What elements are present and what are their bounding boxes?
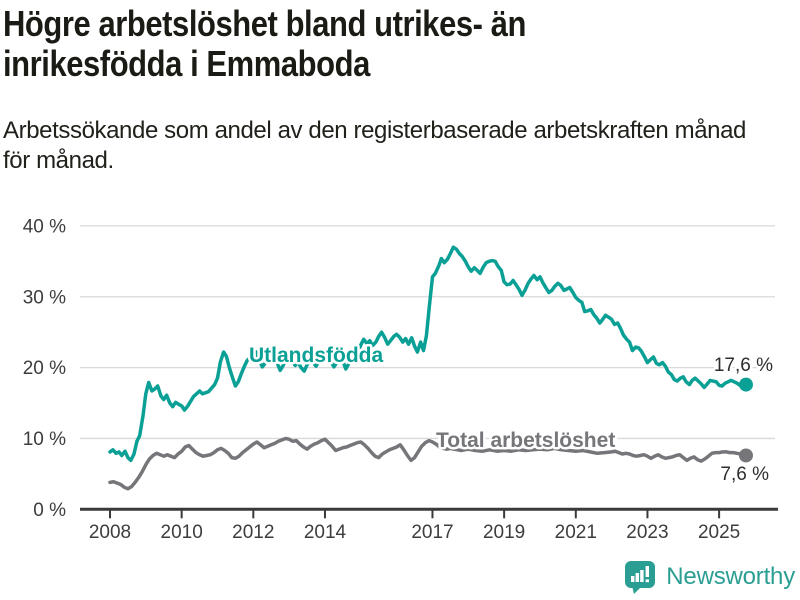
series-line-utlandsfodda: [108, 245, 748, 463]
subtitle-line-2: för månad.: [3, 147, 114, 174]
y-axis-tick-label: 0 %: [33, 500, 66, 521]
x-axis-tick-label: 2019: [483, 522, 525, 543]
x-axis-tick-label: 2008: [89, 522, 131, 543]
newsworthy-logo: Newsworthy: [623, 559, 795, 595]
y-axis-tick-label: 40 %: [23, 216, 66, 237]
series-end-value-label: 17,6 %: [714, 355, 773, 376]
series-end-value-label: 7,6 %: [720, 464, 769, 485]
series-end-dot: [738, 448, 753, 463]
series-line-total: [108, 436, 748, 491]
title-line-1: Högre arbetslöshet bland utrikes- än: [3, 3, 527, 44]
x-axis-tick-label: 2014: [304, 522, 347, 543]
series-label: Total arbetslöshet: [436, 429, 615, 452]
y-axis-tick-label: 30 %: [23, 287, 66, 308]
page-title: Högre arbetslöshet bland utrikes- än inr…: [3, 4, 526, 84]
x-axis-tick-label: 2017: [411, 522, 453, 543]
title-line-2: inrikesfödda i Emmaboda: [3, 43, 370, 84]
series-label: Utlandsfödda: [249, 344, 383, 367]
subtitle-line-1: Arbetssökande som andel av den registerb…: [3, 117, 746, 144]
x-axis-tick-label: 2023: [626, 522, 668, 543]
x-axis-tick-label: 2012: [232, 522, 274, 543]
y-axis-tick-label: 20 %: [23, 358, 66, 379]
x-axis-tick-label: 2010: [161, 522, 203, 543]
newsworthy-bar-chart-bubble-icon: [625, 561, 656, 594]
x-axis-tick-label: 2021: [555, 522, 597, 543]
y-axis-tick-label: 10 %: [23, 429, 66, 450]
newsworthy-wordmark: Newsworthy: [666, 563, 795, 590]
x-axis-tick-label: 2025: [698, 522, 740, 543]
chart-subtitle: Arbetssökande som andel av den registerb…: [3, 116, 746, 176]
series-end-dot: [738, 377, 753, 392]
